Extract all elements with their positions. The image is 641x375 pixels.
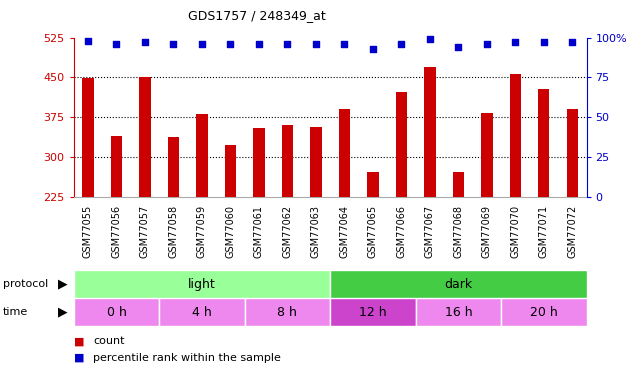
Bar [159, 298, 245, 326]
Point [453, 44, 463, 50]
Bar [338, 109, 350, 197]
Point [339, 41, 349, 47]
Bar [453, 172, 464, 197]
Point [83, 38, 93, 44]
Text: ■: ■ [74, 353, 84, 363]
Bar [367, 172, 379, 197]
Text: time: time [3, 307, 28, 317]
Bar [330, 270, 587, 298]
Point [225, 41, 235, 47]
Point [481, 41, 492, 47]
Bar [74, 298, 159, 326]
Text: 12 h: 12 h [359, 306, 387, 319]
Point [396, 41, 406, 47]
Bar [111, 136, 122, 197]
Bar [538, 89, 549, 197]
Bar [225, 146, 236, 197]
Text: GDS1757 / 248349_at: GDS1757 / 248349_at [188, 9, 325, 22]
Bar [139, 77, 151, 197]
Bar [481, 113, 492, 197]
Point [140, 39, 150, 45]
Point [425, 36, 435, 42]
Bar [310, 127, 322, 197]
Text: 16 h: 16 h [444, 306, 472, 319]
Text: 20 h: 20 h [530, 306, 558, 319]
Bar [567, 109, 578, 197]
Bar [253, 128, 265, 197]
Point [112, 41, 122, 47]
Point [538, 39, 549, 45]
Bar [395, 92, 407, 197]
Bar [196, 114, 208, 197]
Point [311, 41, 321, 47]
Bar [281, 125, 293, 197]
Text: protocol: protocol [3, 279, 49, 289]
Bar [82, 78, 94, 197]
Point [368, 46, 378, 52]
Bar [415, 298, 501, 326]
Bar [501, 298, 587, 326]
Text: ■: ■ [74, 336, 84, 346]
Bar [330, 298, 415, 326]
Text: ▶: ▶ [58, 278, 67, 291]
Text: percentile rank within the sample: percentile rank within the sample [93, 353, 281, 363]
Point [567, 39, 578, 45]
Point [510, 39, 520, 45]
Text: light: light [188, 278, 216, 291]
Point [254, 41, 264, 47]
Text: 0 h: 0 h [106, 306, 126, 319]
Bar [245, 298, 330, 326]
Text: count: count [93, 336, 124, 346]
Bar [168, 137, 179, 197]
Point [197, 41, 207, 47]
Text: 8 h: 8 h [278, 306, 297, 319]
Bar [74, 270, 330, 298]
Bar [424, 67, 435, 197]
Bar [510, 74, 521, 197]
Text: dark: dark [444, 278, 472, 291]
Point [282, 41, 292, 47]
Text: ▶: ▶ [58, 306, 67, 319]
Text: 4 h: 4 h [192, 306, 212, 319]
Point [169, 41, 179, 47]
